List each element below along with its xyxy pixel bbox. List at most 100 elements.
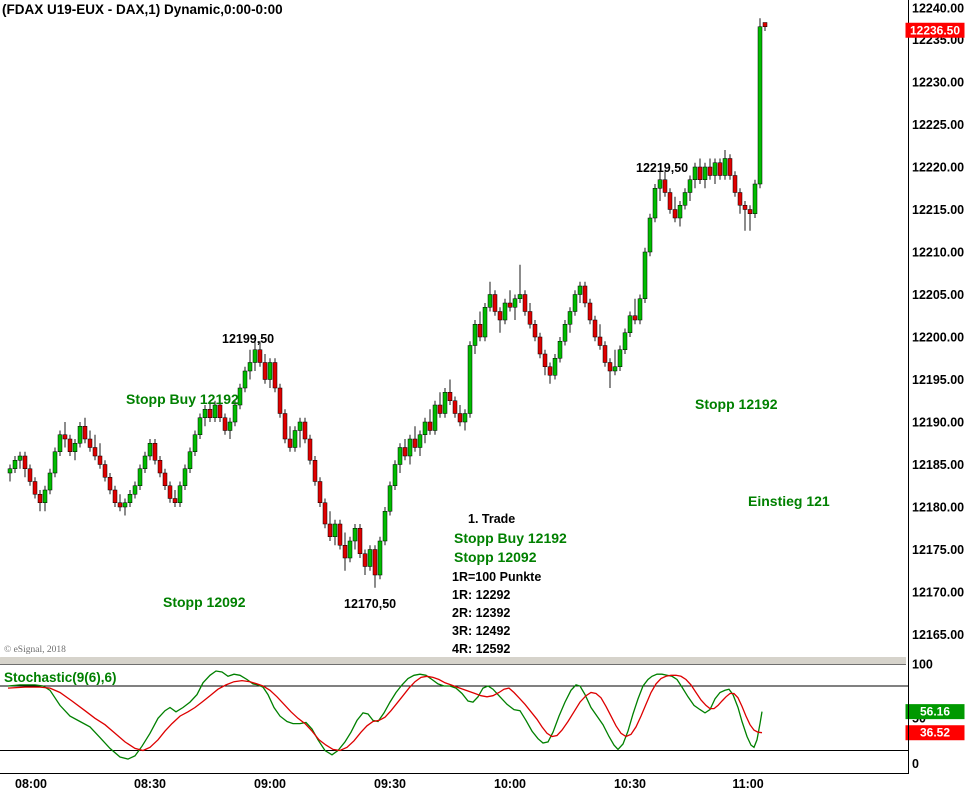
candle-body — [32, 481, 38, 495]
candle-body — [47, 472, 53, 491]
candle-body — [197, 417, 203, 435]
candle-body — [57, 434, 63, 452]
candle-body — [497, 311, 503, 321]
candle-body — [147, 443, 153, 457]
candle-body — [97, 455, 103, 465]
candle-body — [477, 324, 483, 338]
candle-body — [377, 540, 383, 576]
price-axis-tick-label: 12240.00 — [912, 2, 964, 16]
current-price-badge: 12236.50 — [905, 22, 965, 38]
candle-body — [757, 26, 763, 185]
candle-body — [267, 362, 273, 380]
candle-body — [427, 421, 433, 431]
candle-body — [37, 494, 43, 503]
candle-body — [637, 298, 643, 321]
candle-body — [597, 336, 603, 346]
candle-body — [107, 477, 113, 491]
candle-body — [722, 158, 728, 176]
candle-body — [452, 400, 458, 414]
candle-body — [662, 179, 668, 193]
candle-body — [657, 179, 663, 189]
chart-annotation: 3R: 12492 — [452, 624, 510, 638]
candle-body — [667, 192, 673, 210]
candle-body — [187, 451, 193, 469]
candle-body — [312, 460, 318, 482]
candle-body — [292, 430, 298, 448]
panel-splitter[interactable] — [0, 656, 906, 665]
candle-body — [587, 302, 593, 321]
candle-body — [202, 409, 208, 418]
candle-body — [27, 468, 33, 482]
candle-body — [362, 553, 368, 567]
candle-body — [472, 324, 478, 346]
candle-body — [527, 311, 533, 325]
price-axis-tick-label: 12230.00 — [912, 76, 964, 90]
candle-body — [522, 294, 528, 312]
candle-body — [627, 315, 633, 333]
candle-body — [62, 434, 68, 440]
candle-body — [347, 540, 353, 559]
price-axis-tick-label: 12215.00 — [912, 203, 964, 217]
candle-body — [447, 392, 453, 401]
candle-body — [697, 166, 703, 180]
candle-body — [137, 468, 143, 486]
current-price-badge-text: 12236.50 — [910, 23, 960, 37]
candle-body — [402, 447, 408, 457]
chart-annotation: 12199,50 — [222, 332, 274, 346]
chart-base-layer — [0, 656, 906, 665]
stochastic-line-k — [7, 670, 763, 760]
candle-body — [182, 468, 188, 486]
price-axis-tick-label: 12190.00 — [912, 416, 964, 430]
candle-body — [317, 481, 323, 503]
candle-body — [352, 528, 358, 542]
candle-body — [622, 332, 628, 350]
candle-body — [112, 489, 118, 503]
candle-body — [547, 366, 553, 376]
candle-body — [712, 162, 718, 176]
candle-body — [672, 209, 678, 219]
price-panel[interactable] — [7, 18, 768, 588]
candle-body — [647, 217, 653, 253]
candle-body — [322, 502, 328, 525]
candle-body — [502, 302, 508, 321]
annotations-layer: 12199,50 Stopp Buy 12192 Stopp 12092 12170,… — [126, 161, 830, 656]
time-axis-tick-label: 08:00 — [15, 777, 47, 791]
candle-body — [357, 528, 363, 554]
candle-body — [687, 179, 693, 193]
candle-body — [102, 464, 108, 478]
candle-body — [692, 166, 698, 180]
stochastic-d-badge-text: 36.52 — [920, 726, 950, 740]
candle-body — [157, 460, 163, 474]
candle-body — [707, 166, 713, 176]
candle-body — [487, 294, 493, 308]
candle-body — [152, 443, 158, 461]
candle-body — [567, 311, 573, 325]
candle-body — [682, 192, 688, 206]
stochastic-line-d — [7, 674, 763, 752]
candle-body — [17, 455, 23, 461]
candle-body — [342, 545, 348, 559]
candle-body — [327, 523, 333, 537]
candle-body — [617, 349, 623, 367]
candle-body — [332, 523, 338, 537]
candle-body — [462, 413, 468, 423]
candle-body — [417, 434, 423, 448]
price-axis-tick-label: 12165.00 — [912, 628, 964, 642]
candle-body — [272, 362, 278, 389]
candle-body — [337, 523, 343, 546]
chart-annotation: 12170,50 — [344, 597, 396, 611]
candle-body — [382, 511, 388, 542]
candle-body — [432, 404, 438, 431]
candle-body — [572, 294, 578, 312]
chart-annotation: 1. Trade — [468, 512, 515, 526]
price-axis-tick-label: 12185.00 — [912, 458, 964, 472]
price-axis-tick-label: 12180.00 — [912, 501, 964, 515]
candle-body — [257, 349, 263, 363]
chart-annotation: Einstieg 121 — [748, 493, 830, 509]
candle-body — [67, 438, 73, 452]
candle-body — [232, 404, 238, 423]
time-axis-tick-label: 08:30 — [134, 777, 166, 791]
